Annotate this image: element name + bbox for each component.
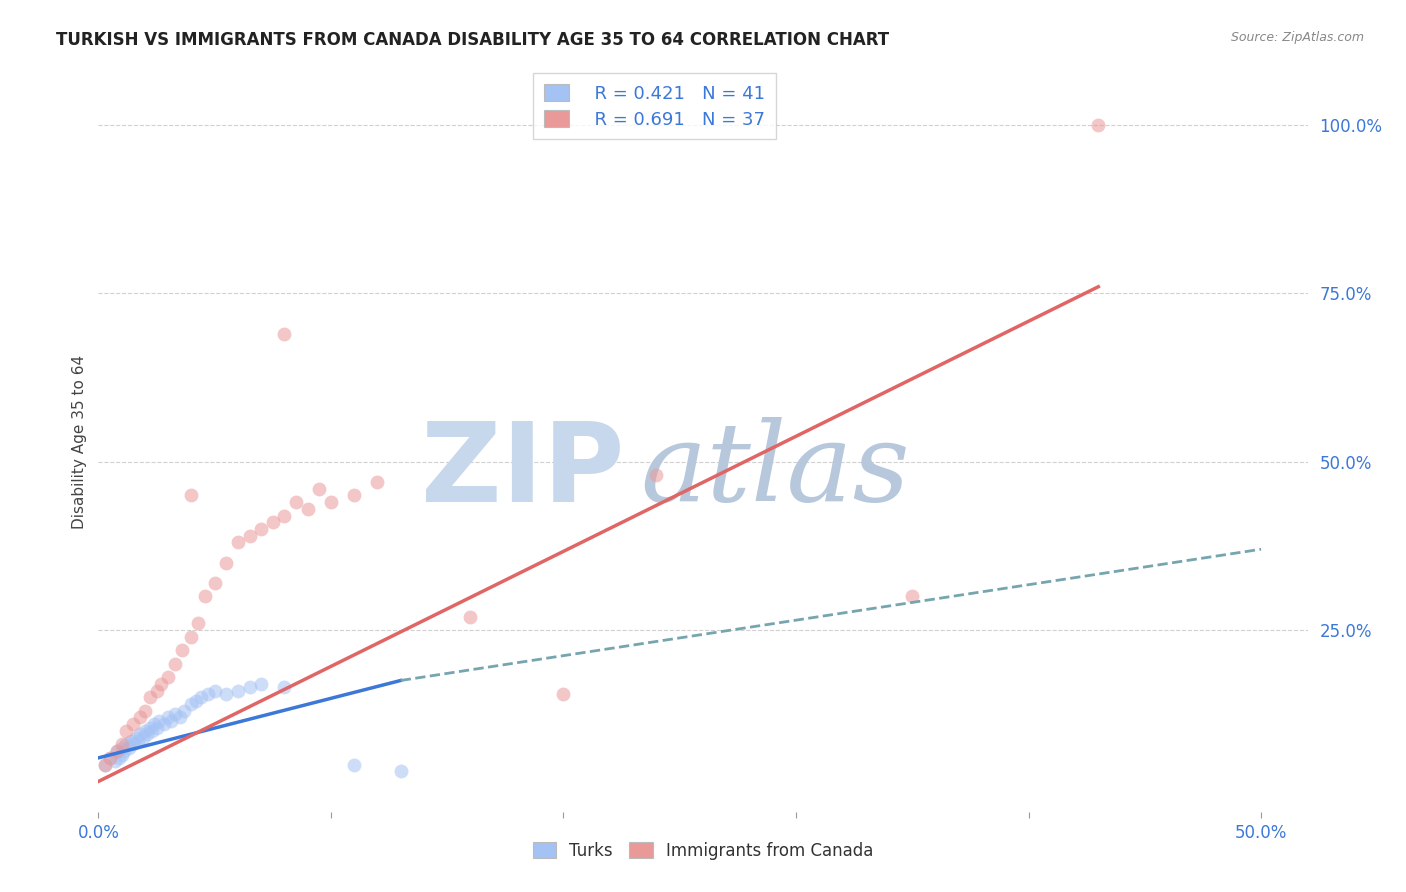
Point <box>134 723 156 738</box>
Point <box>111 738 134 752</box>
Point <box>901 590 924 604</box>
Point <box>112 744 135 758</box>
Point <box>165 657 187 671</box>
Point <box>129 710 152 724</box>
Text: ZIP: ZIP <box>420 417 624 524</box>
Point <box>553 687 575 701</box>
Point <box>273 680 295 694</box>
Point <box>215 556 238 570</box>
Point <box>120 734 142 748</box>
Point <box>141 723 163 738</box>
Point <box>273 326 295 341</box>
Point <box>285 495 308 509</box>
Point <box>138 690 160 705</box>
Point <box>226 535 249 549</box>
Point <box>180 488 202 502</box>
Point <box>239 680 262 694</box>
Point <box>308 482 330 496</box>
Point <box>297 501 319 516</box>
Text: atlas: atlas <box>641 417 910 524</box>
Point <box>645 468 668 483</box>
Point <box>105 744 128 758</box>
Point <box>190 690 212 705</box>
Point <box>180 630 202 644</box>
Point <box>273 508 295 523</box>
Legend: Turks, Immigrants from Canada: Turks, Immigrants from Canada <box>526 835 880 866</box>
Point <box>204 575 226 590</box>
Point <box>138 721 160 735</box>
Point <box>169 710 191 724</box>
Point <box>250 522 273 536</box>
Y-axis label: Disability Age 35 to 64: Disability Age 35 to 64 <box>72 354 87 529</box>
Point <box>197 687 219 701</box>
Point <box>145 721 167 735</box>
Point <box>94 757 117 772</box>
Text: Source: ZipAtlas.com: Source: ZipAtlas.com <box>1230 31 1364 45</box>
Point <box>115 723 138 738</box>
Point <box>204 683 226 698</box>
Point <box>343 488 366 502</box>
Point <box>226 683 249 698</box>
Point <box>105 744 128 758</box>
Point <box>127 734 149 748</box>
Point <box>118 740 141 755</box>
Point <box>122 717 145 731</box>
Point <box>143 717 166 731</box>
Point <box>94 757 117 772</box>
Point <box>136 727 159 741</box>
Point <box>129 727 152 741</box>
Point <box>115 738 138 752</box>
Point <box>239 529 262 543</box>
Point <box>98 751 121 765</box>
Point <box>145 683 167 698</box>
Point <box>343 757 366 772</box>
Point <box>165 707 187 722</box>
Point <box>389 764 412 779</box>
Point <box>111 747 134 762</box>
Point <box>157 670 180 684</box>
Text: TURKISH VS IMMIGRANTS FROM CANADA DISABILITY AGE 35 TO 64 CORRELATION CHART: TURKISH VS IMMIGRANTS FROM CANADA DISABI… <box>56 31 890 49</box>
Point <box>148 714 170 728</box>
Point <box>180 697 202 711</box>
Point <box>250 677 273 691</box>
Point <box>184 694 207 708</box>
Point <box>172 643 194 657</box>
Point <box>157 710 180 724</box>
Point <box>108 751 131 765</box>
Point <box>124 731 146 745</box>
Point <box>134 704 156 718</box>
Point <box>319 495 342 509</box>
Point <box>366 475 388 489</box>
Point <box>152 717 174 731</box>
Point <box>111 740 134 755</box>
Point <box>187 616 209 631</box>
Point <box>98 751 121 765</box>
Point <box>131 731 153 745</box>
Point <box>262 516 284 530</box>
Point <box>122 738 145 752</box>
Point <box>215 687 238 701</box>
Point <box>460 609 482 624</box>
Point <box>194 590 217 604</box>
Point <box>104 754 127 768</box>
Point <box>173 704 195 718</box>
Point <box>1087 118 1109 132</box>
Point <box>150 677 173 691</box>
Point <box>159 714 181 728</box>
